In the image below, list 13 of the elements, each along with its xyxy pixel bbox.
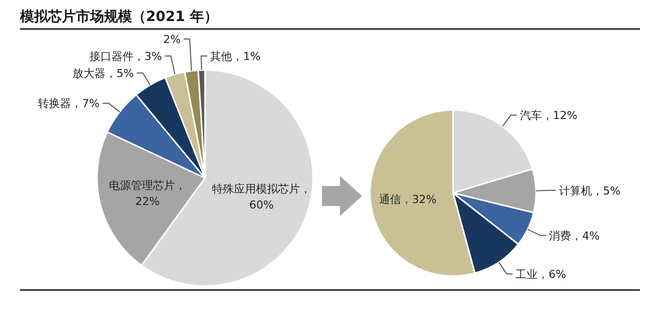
chart-title: 模拟芯片市场规模（2021 年）	[19, 8, 218, 25]
slice-label: 消费，4%	[549, 229, 600, 242]
slice-label: 放大器，5%	[72, 66, 134, 80]
slice-label: 接口器件，3%	[90, 50, 162, 63]
slice-label: 其他，1%	[210, 50, 261, 64]
slice-label: 电源管理芯片， 22%	[108, 178, 186, 208]
slice-label: 汽车，12%	[520, 109, 578, 122]
slice-label: 转换器，7%	[38, 97, 100, 110]
slice-label: 工业，6%	[516, 268, 566, 281]
slice-label: 2%	[163, 32, 181, 46]
slice-label: 通信，32%	[379, 193, 436, 206]
slice-label: 特殊应用模拟芯片， 60%	[212, 182, 311, 212]
slice-label: 计算机，5%	[558, 184, 620, 198]
